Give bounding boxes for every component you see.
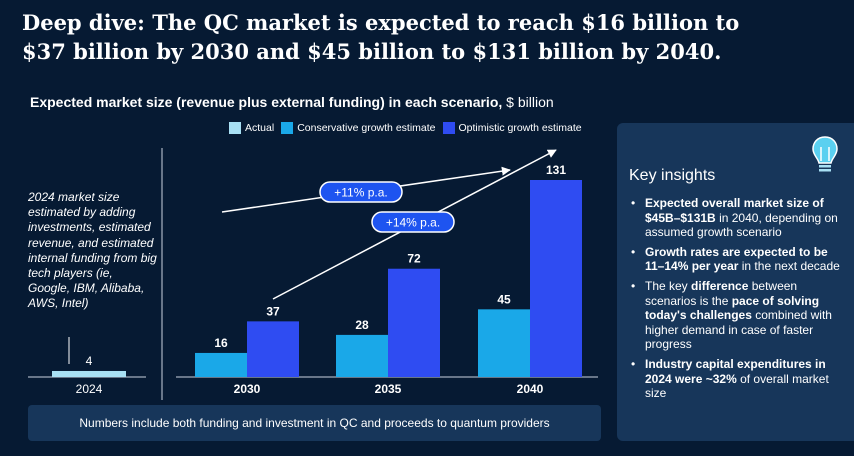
legend-label-actual: Actual: [245, 122, 275, 134]
insight-text-bold: Industry capital expenditures in 2024 we…: [645, 356, 826, 386]
bar-2040-series-1: [478, 309, 530, 377]
x-tick-label-2040: 2040: [517, 382, 544, 396]
bullet-dot: •: [631, 244, 636, 259]
bullet-dot: •: [631, 196, 636, 210]
insight-text: The key: [645, 278, 692, 293]
growth-rate-bubble-1: [371, 211, 455, 233]
bar-value-label-2030-series-1: 16: [214, 336, 228, 350]
growth-rate-label-1: +14% p.a.: [386, 216, 440, 230]
x-tick-label-2024: 2024: [76, 382, 103, 396]
market-size-chart: 4 2024 16 37 2030 28 72 2035 45 131 2040 +11% p.a. +…: [28, 148, 598, 400]
bar-value-label-2040-series-1: 45: [497, 292, 511, 306]
x-tick-label-2030: 2030: [234, 382, 261, 396]
lightbulb-icon: [812, 136, 838, 172]
legend-label-conservative: Conservative growth estimate: [297, 122, 436, 134]
page-title: Deep dive: The QC market is expected to …: [22, 10, 740, 64]
bar-value-label-2035-series-2: 72: [407, 252, 421, 266]
chart-legend: Actual Conservative growth estimate Opti…: [229, 121, 589, 135]
bar-2024-series-0: [52, 370, 126, 377]
insight-text: of overall market size: [645, 371, 829, 401]
bar-value-label-2040-series-2: 131: [546, 163, 566, 177]
bar-2035-series-2: [388, 268, 440, 377]
chart-subtitle-main: Expected market size (revenue plus exter…: [30, 94, 503, 110]
insight-text-bold: difference: [691, 278, 749, 293]
key-insights-list: • Expected overall market size of $45B–$1…: [629, 196, 847, 406]
key-insights-title: Key insights: [629, 167, 716, 184]
bar-2030-series-2: [247, 321, 299, 377]
growth-rate-bubble-0: [319, 181, 403, 203]
chart-subtitle: Expected market size (revenue plus exter…: [30, 94, 554, 110]
insight-text-bold: Growth rates are expected to be 11–14% p…: [645, 244, 828, 274]
bar-2035-series-1: [336, 334, 388, 377]
key-insights-panel: Key insights • Expected overall market si…: [617, 123, 854, 441]
insight-text-bold: Expected overall market size of $45B–$13…: [645, 196, 824, 225]
insight-item: • Growth rates are expected to be 11–14% …: [629, 245, 847, 274]
footer-note: Numbers include both funding and investm…: [28, 405, 601, 441]
insight-text: between scenarios is the: [645, 278, 798, 308]
bar-2040-series-2: [530, 180, 582, 377]
insight-text-bold: pace of solving today's challenges: [645, 293, 820, 323]
legend-item-actual: Actual: [229, 122, 274, 134]
growth-rate-label-0: +11% p.a.: [334, 186, 387, 200]
legend-swatch-actual: [229, 122, 241, 134]
insight-text: in 2040, depending on assumed growth sce…: [645, 210, 838, 240]
footer-note-text: Numbers include both funding and investm…: [79, 416, 550, 430]
chart-subtitle-unit: $ billion: [506, 94, 554, 110]
legend-swatch-conservative: [281, 122, 294, 134]
bar-2030-series-1: [195, 352, 247, 377]
x-tick-label-2035: 2035: [375, 382, 402, 396]
legend-item-optimistic: Optimistic growth estimate: [442, 122, 582, 134]
bar-value-label-2035-series-1: 28: [355, 318, 369, 332]
insight-text: combined with higher demand in case of f…: [645, 308, 832, 352]
legend-label-optimistic: Optimistic growth estimate: [458, 122, 582, 134]
insight-item: • Expected overall market size of $45B–$1…: [629, 196, 847, 240]
bar-value-label-2024-series-0: 4: [86, 354, 93, 368]
bullet-dot: •: [631, 356, 636, 371]
insight-text: in the next decade: [738, 259, 840, 274]
bar-value-label-2030-series-2: 37: [266, 304, 280, 318]
legend-swatch-optimistic: [442, 122, 455, 134]
insight-item: • Industry capital expenditures in 2024 w…: [629, 357, 847, 401]
bullet-dot: •: [631, 278, 636, 293]
insight-item: • The key difference between scenarios is…: [629, 279, 847, 352]
market-size-annotation: 2024 market size estimated by adding inv…: [28, 190, 157, 311]
legend-item-conservative: Conservative growth estimate: [281, 122, 436, 134]
